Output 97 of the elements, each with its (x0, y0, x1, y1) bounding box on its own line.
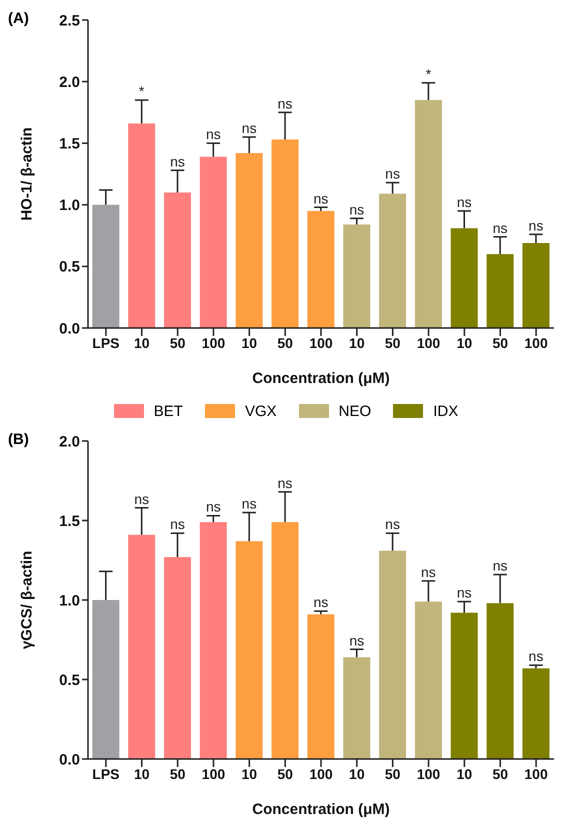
data-label: ns (206, 498, 221, 515)
bar (486, 603, 514, 759)
x-tick-label: 10 (349, 334, 365, 351)
y-tick-label: 2.0 (59, 74, 80, 91)
bar (236, 541, 263, 759)
bar (486, 254, 514, 328)
y-tick-label: 0.5 (59, 672, 80, 689)
bar (522, 242, 550, 328)
x-tick-label: 50 (277, 334, 294, 351)
x-tick-label: 50 (384, 334, 401, 351)
y-axis-title: γGCS/ β-actin (18, 550, 36, 650)
y-tick-label: 0.0 (59, 320, 80, 338)
data-label: ns (313, 190, 328, 206)
data-label: ns (492, 558, 508, 574)
legend-label: BET (154, 402, 183, 420)
data-label: ns (278, 474, 292, 491)
y-axis-title: HO-1/ β-actin (18, 127, 36, 221)
x-tick-label: 100 (416, 766, 440, 782)
x-tick-label: 50 (492, 334, 508, 351)
bar (450, 228, 478, 328)
data-label: ns (492, 220, 508, 236)
y-tick-label: 0.5 (59, 258, 80, 276)
data-label: ns (528, 217, 544, 234)
x-tick-label: 100 (309, 334, 333, 351)
x-tick-label: 10 (456, 334, 472, 351)
legend-label: NEO (338, 402, 372, 420)
bar (128, 534, 156, 759)
x-tick-label: 100 (524, 766, 548, 782)
x-tick-label: 50 (384, 766, 401, 782)
data-label: ns (170, 516, 185, 532)
x-axis-title: Concentration (μM) (252, 801, 390, 818)
x-tick-label: 10 (242, 766, 258, 782)
data-label: ns (349, 201, 364, 218)
bar (236, 153, 263, 328)
data-label: * (426, 66, 432, 82)
data-label: ns (528, 648, 544, 664)
x-tick-label: 50 (492, 766, 508, 782)
data-label: ns (456, 194, 472, 210)
x-tick-label: 50 (170, 766, 186, 782)
x-tick-label: 10 (242, 334, 258, 351)
x-tick-label: 100 (416, 334, 440, 351)
data-label: ns (278, 95, 292, 112)
bar (307, 614, 334, 759)
data-label: ns (421, 564, 436, 580)
x-tick-label: 50 (277, 766, 294, 782)
bar (343, 224, 370, 328)
data-label: ns (242, 120, 257, 136)
x-axis-title: Concentration (μM) (252, 370, 390, 387)
bar (379, 194, 406, 328)
chart-title: (B) (8, 431, 29, 448)
bar (343, 657, 370, 759)
chart-title: (A) (8, 10, 29, 27)
data-label: ns (385, 166, 400, 182)
x-tick-label: 10 (134, 766, 150, 782)
bar (450, 612, 478, 759)
bar (92, 204, 120, 328)
x-tick-label: 100 (309, 766, 333, 782)
x-tick-label: 10 (349, 766, 365, 782)
data-label: ns (242, 496, 257, 512)
x-tick-label: 10 (456, 766, 472, 782)
bar (272, 140, 299, 328)
x-tick-label: 100 (202, 766, 226, 782)
bar (164, 557, 191, 759)
data-label: ns (349, 632, 364, 648)
y-tick-label: 1.5 (59, 136, 80, 153)
data-label: * (138, 83, 145, 100)
y-tick-label: 2.0 (59, 433, 80, 450)
bar (414, 100, 442, 328)
x-tick-label: 10 (134, 334, 150, 351)
bar (522, 668, 550, 759)
bar (379, 550, 406, 759)
y-tick-label: 1.0 (59, 592, 80, 610)
x-tick-label: 100 (524, 334, 548, 351)
y-tick-label: 1.0 (59, 197, 80, 214)
x-tick-label: 100 (202, 334, 226, 351)
bar (414, 602, 442, 759)
bar (92, 600, 120, 759)
y-tick-label: 0.0 (59, 751, 80, 768)
bar (200, 522, 227, 759)
y-tick-label: 2.5 (59, 12, 80, 30)
x-tick-label: LPS (92, 334, 120, 351)
bar (128, 123, 156, 328)
data-label: ns (170, 153, 185, 170)
data-label: ns (385, 516, 400, 532)
bar (164, 192, 191, 328)
bar (272, 522, 299, 759)
legend-label: IDX (433, 402, 458, 420)
data-label: ns (206, 126, 221, 142)
bar (307, 210, 334, 328)
legend-label: VGX (244, 402, 277, 420)
data-label: ns (456, 584, 472, 601)
data-label: ns (134, 490, 150, 507)
bar (200, 156, 227, 328)
x-tick-label: 50 (170, 334, 186, 351)
x-tick-label: LPS (92, 766, 120, 782)
data-label: ns (313, 594, 328, 610)
y-tick-label: 1.5 (59, 512, 80, 530)
